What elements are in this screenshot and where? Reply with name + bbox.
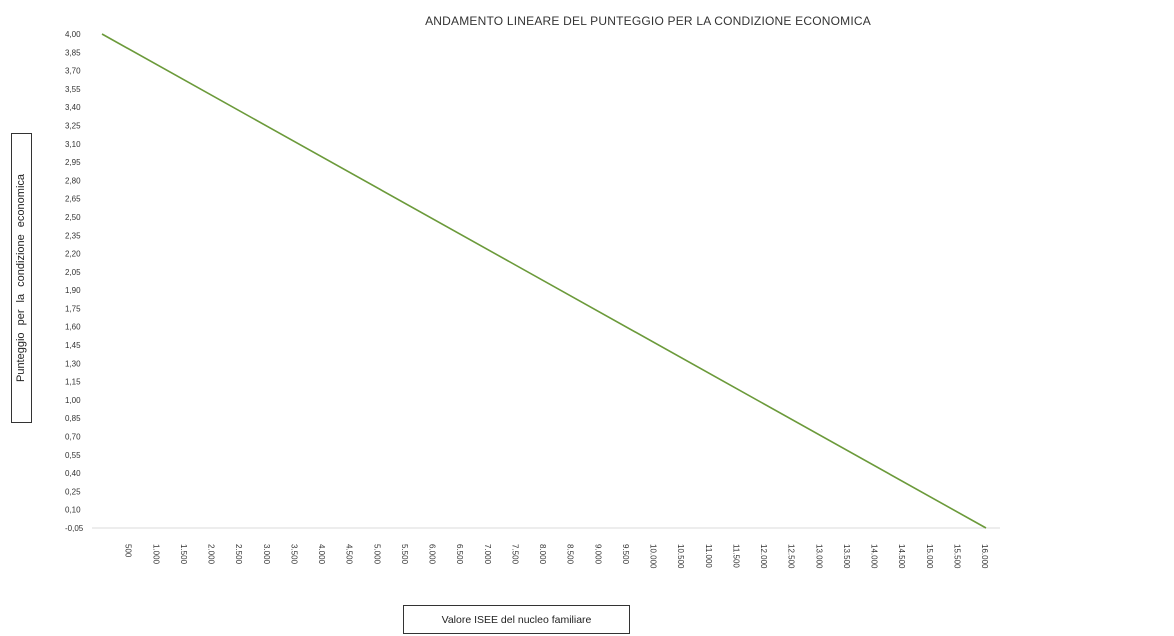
x-tick-label: 9.000 (593, 544, 602, 565)
x-tick-label: 12.000 (759, 544, 768, 569)
y-tick-label: 3,70 (65, 67, 81, 76)
x-tick-label: 3.500 (289, 544, 298, 565)
x-tick-label: 14.500 (897, 544, 906, 569)
y-tick-label: 2,20 (65, 250, 81, 259)
y-tick-label: 0,55 (65, 451, 81, 460)
y-tick-label: 0,70 (65, 433, 81, 442)
y-axis-ticks: 4,00 3,85 3,70 3,55 3,40 3,25 3,10 2,95 2,80 2,65… (65, 30, 84, 533)
y-tick-label: 2,95 (65, 158, 81, 167)
y-tick-label: 3,10 (65, 140, 81, 149)
x-tick-label: 3.000 (262, 544, 271, 565)
x-tick-label: 5.500 (400, 544, 409, 565)
x-tick-label: 5.000 (372, 544, 381, 565)
x-tick-label: 9.500 (621, 544, 630, 565)
x-tick-label: 16.000 (980, 544, 989, 569)
y-tick-label: 2,50 (65, 213, 81, 222)
y-tick-label: 0,10 (65, 506, 81, 515)
y-tick-label: 3,85 (65, 48, 81, 57)
x-tick-label: 500 (124, 544, 133, 558)
x-tick-label: 6.000 (428, 544, 437, 565)
y-tick-label: 3,40 (65, 103, 81, 112)
y-axis-label-text: Punteggio per la condizione economica (15, 173, 28, 383)
x-tick-label: 4.000 (317, 544, 326, 565)
y-tick-label: 4,00 (65, 30, 81, 39)
x-axis-label: Valore ISEE del nucleo familiare (403, 605, 630, 634)
chart-title: ANDAMENTO LINEARE DEL PUNTEGGIO PER LA C… (425, 14, 871, 28)
y-tick-label: 1,75 (65, 304, 81, 313)
x-tick-label: 10.500 (676, 544, 685, 569)
x-tick-label: 13.500 (842, 544, 851, 569)
series-line (101, 33, 987, 529)
x-tick-label: 15.000 (925, 544, 934, 569)
y-tick-label: 2,65 (65, 195, 81, 204)
x-tick-label: 15.500 (952, 544, 961, 569)
y-tick-label: 3,55 (65, 85, 81, 94)
y-tick-label: -0,05 (65, 524, 84, 533)
x-tick-label: 10.000 (649, 544, 658, 569)
x-tick-label: 8.500 (566, 544, 575, 565)
x-axis-ticks: 500 1.000 1.500 2.000 2.500 3.000 3.500 4.000 4.… (124, 544, 989, 569)
x-tick-label: 11.000 (704, 544, 713, 568)
x-tick-label: 13.000 (814, 544, 823, 569)
y-tick-label: 3,25 (65, 121, 81, 130)
y-tick-label: 2,05 (65, 268, 81, 277)
x-tick-label: 4.500 (345, 544, 354, 565)
y-tick-label: 0,25 (65, 487, 81, 496)
x-tick-label: 11.500 (731, 544, 740, 568)
y-axis-label: Punteggio per la condizione economica (11, 133, 32, 423)
x-tick-label: 14.000 (870, 544, 879, 569)
x-axis-label-text: Valore ISEE del nucleo familiare (441, 613, 592, 626)
x-tick-label: 7.500 (510, 544, 519, 565)
x-tick-label: 2.500 (234, 544, 243, 565)
x-tick-label: 1.500 (179, 544, 188, 565)
y-tick-label: 1,30 (65, 359, 81, 368)
y-tick-label: 1,45 (65, 341, 81, 350)
y-tick-label: 1,60 (65, 323, 81, 332)
x-tick-label: 7.000 (483, 544, 492, 565)
x-tick-label: 6.500 (455, 544, 464, 565)
x-tick-label: 2.000 (207, 544, 216, 565)
y-tick-label: 2,80 (65, 176, 81, 185)
y-tick-label: 0,85 (65, 414, 81, 423)
y-tick-label: 2,35 (65, 231, 81, 240)
x-tick-label: 12.500 (787, 544, 796, 569)
y-tick-label: 0,40 (65, 469, 81, 478)
y-tick-label: 1,15 (65, 378, 81, 387)
y-tick-label: 1,00 (65, 396, 81, 405)
x-tick-label: 1.000 (151, 544, 160, 565)
x-tick-label: 8.000 (538, 544, 547, 565)
y-tick-label: 1,90 (65, 286, 81, 295)
